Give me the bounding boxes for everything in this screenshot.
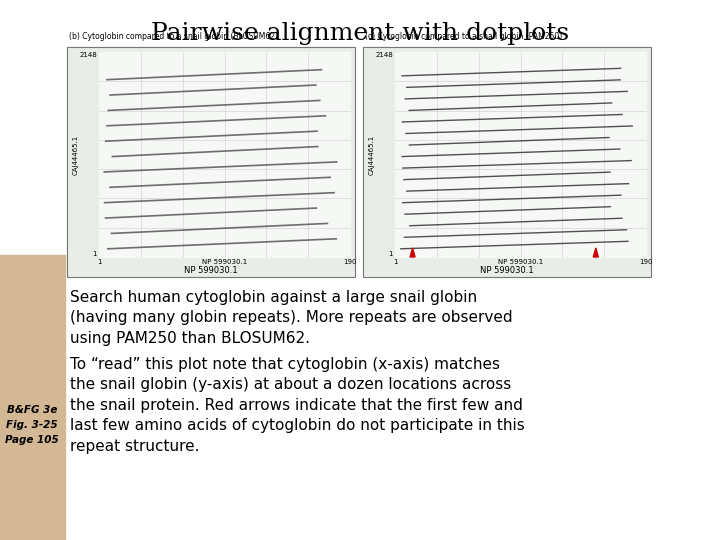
Polygon shape [410, 248, 415, 257]
Text: Fig. 3-25: Fig. 3-25 [6, 420, 58, 430]
Text: 1: 1 [389, 251, 393, 257]
Bar [395, 52, 646, 257]
Text: (c) Cytoglobin compared to a snail globin (PAM250): (c) Cytoglobin compared to a snail globi… [365, 32, 562, 41]
Bar [363, 47, 651, 277]
Text: 1: 1 [392, 259, 397, 265]
Text: 190: 190 [343, 259, 356, 265]
Bar [67, 47, 355, 277]
Text: 2148: 2148 [375, 52, 393, 58]
Bar [67, 47, 355, 277]
Text: To “read” this plot note that cytoglobin (x-axis) matches
the snail globin (y-ax: To “read” this plot note that cytoglobin… [70, 357, 525, 454]
Text: Page 105: Page 105 [5, 435, 59, 445]
Text: (b) Cytoglobin compared to a snail globin (BLOSUM62): (b) Cytoglobin compared to a snail globi… [69, 32, 278, 41]
Text: NP 599030.1: NP 599030.1 [498, 259, 543, 265]
Bar [363, 47, 651, 277]
Polygon shape [593, 248, 598, 257]
Text: NP 599030.1: NP 599030.1 [202, 259, 247, 265]
Bar [0, 255, 65, 540]
Text: Search human cytoglobin against a large snail globin
(having many globin repeats: Search human cytoglobin against a large … [70, 290, 513, 346]
Text: CAJ44465.1: CAJ44465.1 [369, 134, 375, 174]
Text: 1: 1 [96, 259, 102, 265]
Text: NP 599030.1: NP 599030.1 [184, 266, 238, 275]
Text: B&FG 3e: B&FG 3e [6, 405, 57, 415]
Text: 190: 190 [639, 259, 653, 265]
Text: NP 599030.1: NP 599030.1 [480, 266, 534, 275]
Text: CAJ44465.1: CAJ44465.1 [73, 134, 79, 174]
Text: 2148: 2148 [79, 52, 97, 58]
Text: 1: 1 [92, 251, 97, 257]
Text: Pairwise alignment with dotplots: Pairwise alignment with dotplots [151, 22, 569, 45]
Bar [99, 52, 350, 257]
